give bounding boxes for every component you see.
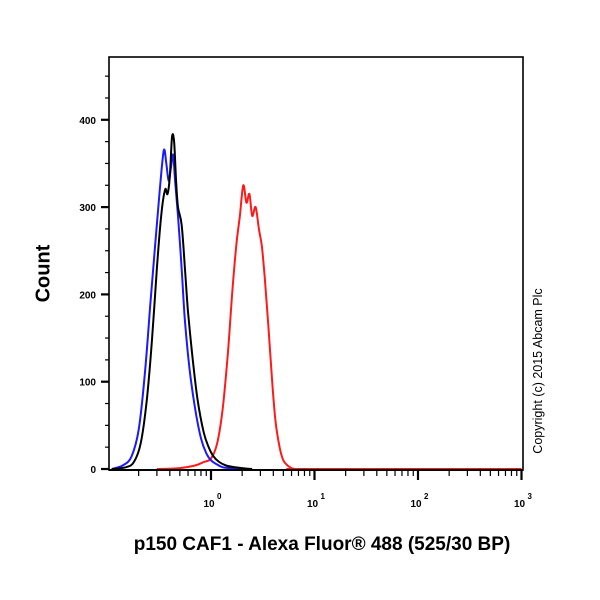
x-tick-label: 10 [514,499,526,510]
series-black-line [111,133,253,470]
y-axis-label: Count [32,244,55,303]
y-ticks [101,75,109,471]
y-tick-label: 300 [79,203,96,214]
x-tick-exponent: 3 [528,492,533,501]
y-tick-label: 100 [79,378,96,389]
x-tick-label: 10 [410,499,422,510]
y-tick-labels: 0 100 200 300 400 [79,116,96,476]
series-lines [111,133,522,471]
x-ticks [138,470,523,480]
x-tick-exponent: 0 [217,492,222,501]
x-tick-label: 10 [307,499,319,510]
x-axis-label: p150 CAF1 - Alexa Fluor® 488 (525/30 BP) [133,534,511,555]
y-tick-label: 0 [90,465,96,476]
copyright-annotation: Copyright (c) 2015 Abcam Plc [531,288,545,454]
x-tick-exponent: 2 [424,492,429,501]
x-tick-label: 10 [203,499,215,510]
x-tick-exponent: 1 [321,492,326,501]
y-tick-label: 400 [79,116,96,127]
plot-frame [108,56,524,471]
series-red-line [156,184,522,471]
y-tick-label: 200 [79,290,96,301]
series-blue-line [111,148,247,471]
